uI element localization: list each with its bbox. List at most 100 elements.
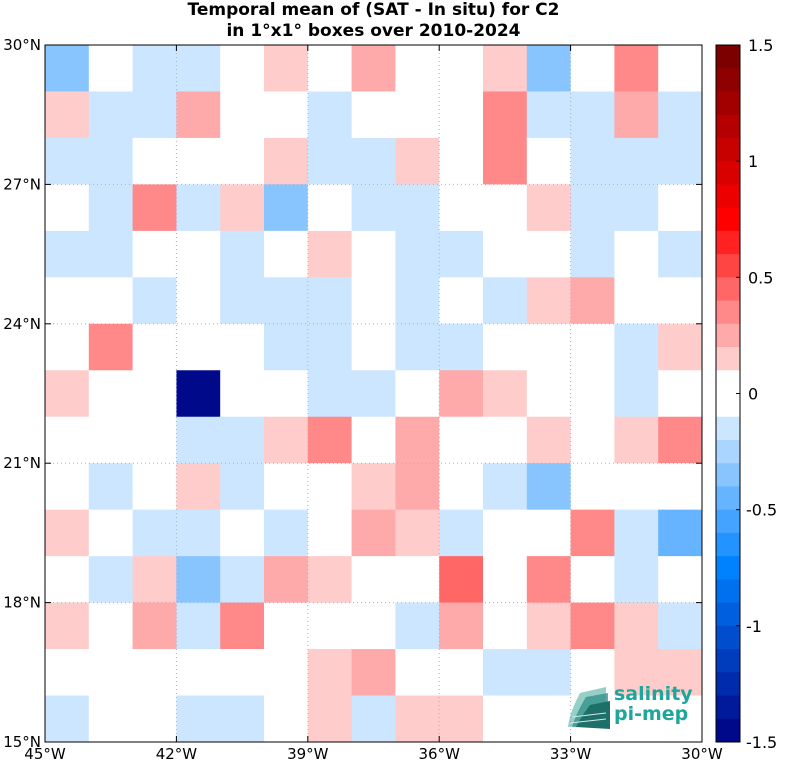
heatmap-cell [395,556,440,604]
heatmap-cell [526,556,572,604]
x-tick-label: 36°W [418,745,460,763]
heatmap-cell [526,45,572,92]
heatmap-cell [570,463,615,511]
heatmap-cell [45,509,90,557]
y-tick-label: 15°N [3,733,41,751]
heatmap-cell [526,463,572,511]
colorbar-band [716,416,740,441]
heatmap-cell [395,323,440,371]
heatmap-cell [614,45,659,92]
heatmap-cell [220,695,265,743]
heatmap-cell [570,230,615,278]
heatmap-cell [88,91,134,139]
heatmap-cell [395,230,440,278]
heatmap-cell [483,91,528,139]
heatmap-cell [132,370,177,418]
heatmap-cell [614,695,659,743]
heatmap-cell [483,649,528,697]
x-tick-label: 42°W [156,745,198,763]
heatmap-cell [439,463,484,511]
heatmap-cell [264,416,309,464]
heatmap-cell [351,230,396,278]
heatmap-cell [220,323,265,371]
colorbar-band [716,556,740,580]
heatmap-cell [264,649,309,697]
heatmap-cell [351,649,396,697]
heatmap-cell [176,91,221,139]
heatmap-cell [264,602,309,650]
heatmap-cell [307,277,353,325]
heatmap-cell [132,695,177,743]
logo-text-salinity: salinity [614,683,693,705]
heatmap-cell [526,277,572,325]
salinity-pimep-logo: salinity pi-mep [566,683,702,729]
heatmap-cell [483,277,528,325]
heatmap-cell [132,463,177,511]
heatmap-cell [88,277,134,325]
heatmap-cell [88,230,134,278]
heatmap-cell [570,91,615,139]
heatmap-cell [658,509,703,557]
heatmap-cell [45,370,90,418]
heatmap-cell [395,45,440,92]
chart-subtitle: in 1°x1° boxes over 2010-2024 [226,21,521,41]
heatmap-cell [88,649,134,697]
heatmap-cell [483,370,528,418]
colorbar-band [716,207,740,232]
heatmap-cell [439,184,484,232]
heatmap-cell [658,463,703,511]
colorbar-band [716,695,740,720]
heatmap-cell [483,230,528,278]
heatmap-cell [570,277,615,325]
colorbar-band [716,230,740,255]
colorbar-band [716,649,740,673]
heatmap-cell [264,323,309,371]
heatmap-cell [658,91,703,139]
heatmap-cell [658,556,703,604]
grid-lines [45,45,702,742]
heatmap-cell [614,509,659,557]
colorbar-band [716,672,740,696]
heatmap-cell [307,416,353,464]
heatmap-cell [526,602,572,650]
heatmap-cell [132,649,177,697]
heatmap-cell [45,695,90,743]
heatmap-cell [526,323,572,371]
heatmap-cell [88,463,134,511]
heatmap-cell [176,509,221,557]
heatmap-cell [395,602,440,650]
heatmap-cell [132,91,177,139]
colorbar-tick-label: 0.5 [748,268,773,287]
heatmap-cell [176,184,221,232]
heatmap-cell [658,230,703,278]
heatmap-cell [351,184,396,232]
heatmap-cell [264,463,309,511]
heatmap-cell [176,277,221,325]
heatmap-cell [395,463,440,511]
heatmap-cell [351,277,396,325]
x-tick-label: 30°W [681,745,723,763]
heatmap-cell [45,649,90,697]
colorbar-band [716,347,740,371]
heatmap-cell [351,695,396,743]
heatmap-cell [395,509,440,557]
heatmap-cell [176,556,221,604]
colorbar-tick-label: -1.5 [746,733,777,752]
heatmap-cell [45,463,90,511]
heatmap-cell [439,695,484,743]
heatmap-cell [570,184,615,232]
heatmap-cell [220,509,265,557]
colorbar-band [716,323,740,348]
heatmap-cell [351,91,396,139]
heatmap-cell [88,602,134,650]
heatmap-cell [526,370,572,418]
heatmap-cell [658,695,703,743]
heatmap-cell [395,649,440,697]
heatmap-cell [570,509,615,557]
plot-frame [44,44,703,743]
logo-text-pimep: pi-mep [614,703,689,725]
heatmap-cell [395,370,440,418]
heatmap-cell [483,416,528,464]
heatmap-cell [570,602,615,650]
heatmap-cell [614,463,659,511]
